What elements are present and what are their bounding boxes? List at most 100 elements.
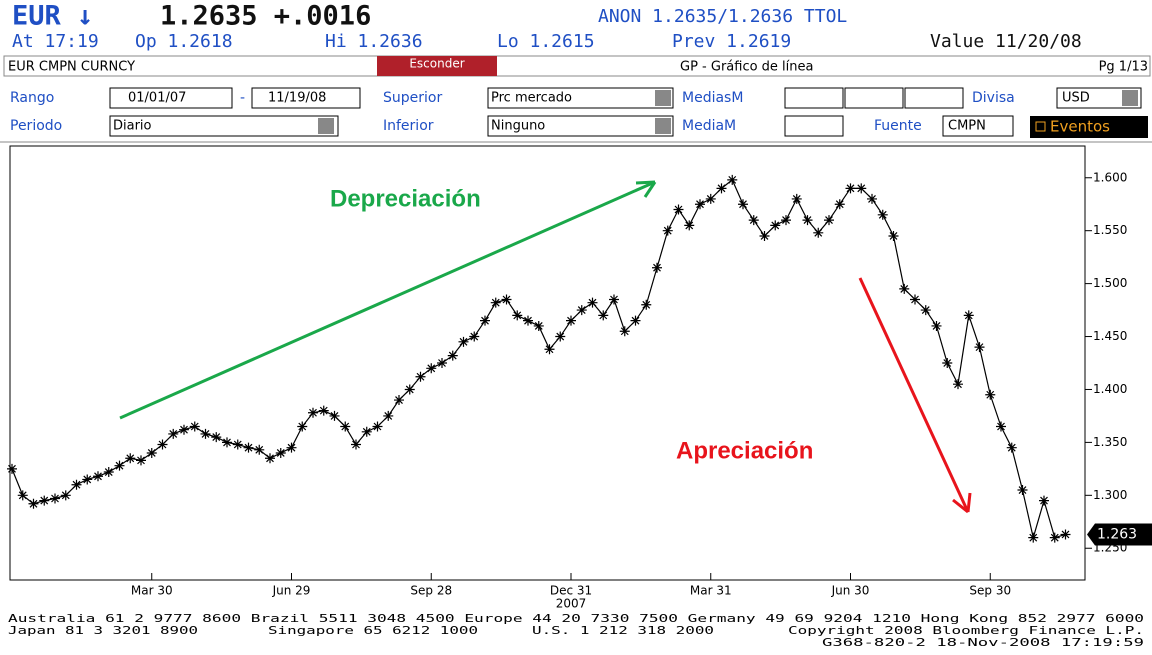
price-marker [275,447,286,458]
price-marker [340,421,351,432]
low: Lo 1.2615 [497,31,595,52]
lower-value[interactable]: Ninguno [491,119,545,134]
price-marker [609,294,619,305]
dropdown[interactable] [318,118,334,134]
prev: Prev 1.2619 [672,31,791,52]
range-sep: - [240,90,245,106]
period-value[interactable]: Diario [113,119,152,134]
range-start[interactable]: 01/01/07 [128,91,186,106]
price-marker [372,421,383,432]
price-marker [759,230,770,241]
value-date: Value 11/20/08 [930,31,1082,52]
lower-field[interactable] [487,115,674,137]
price-marker [867,193,877,204]
ma-label: MediaM [682,118,736,134]
price-marker [189,421,200,432]
range-end[interactable]: 11/19/08 [268,91,326,106]
price-marker [695,199,705,210]
x-tick-label: Sep 30 [969,584,1011,598]
price-marker [318,405,329,416]
price-marker [974,342,985,353]
dropdown[interactable] [1122,90,1138,106]
price-marker [404,384,415,395]
upper-label: Superior [383,90,442,106]
price-marker [641,299,652,310]
price-marker [415,371,426,382]
price-marker [834,199,845,210]
footer-japan: Japan 81 3 3201 8900 [8,624,198,637]
footer-line: Australia 61 2 9777 8600 Brazil 5511 304… [8,612,1144,625]
price-marker [308,407,318,418]
range-start-field[interactable] [109,87,233,109]
price-marker [576,305,587,316]
price-marker [469,331,480,342]
price-marker [490,297,501,308]
ma-field[interactable] [904,87,964,109]
upper-field[interactable] [487,87,674,109]
mas-label: MediasM [682,90,743,106]
annotation-arrowhead [635,180,657,198]
source-field[interactable] [942,115,1014,137]
period-field[interactable] [109,115,339,137]
hide-button[interactable] [377,56,497,76]
y-tick-label: 1.350 [1093,435,1127,449]
upper-value[interactable]: Prc mercado [491,91,572,106]
price-marker [351,439,361,450]
hide-button-label[interactable]: Esconder [409,57,464,71]
plot-frame [9,145,1086,581]
annotation: Depreciación [330,185,481,212]
price-marker [942,358,953,368]
events-button[interactable] [1030,116,1148,138]
x-year-label: 2007 [556,597,587,611]
x-tick-label: Mar 30 [131,584,173,598]
high: Hi 1.2636 [325,31,423,52]
price-marker [566,315,576,326]
toolbar [3,55,1151,77]
dropdown[interactable] [655,118,671,134]
price-marker [60,490,71,501]
price-marker [856,183,867,194]
last-price-label: 1.263 [1097,526,1137,542]
x-tick-label: Mar 31 [690,584,732,598]
ma-field[interactable] [784,115,844,137]
price-marker [791,193,802,204]
currency-value[interactable]: USD [1062,91,1090,106]
price-marker [920,305,931,316]
price-marker [781,215,791,226]
price-marker [437,358,447,368]
price-marker [7,463,17,474]
price-marker [50,493,60,504]
price-marker [619,326,630,337]
price-marker [426,363,437,374]
price-marker [523,315,533,326]
price-marker [394,395,404,406]
price-marker [662,225,673,236]
ma-field[interactable] [844,87,904,109]
lower-label: Inferior [383,118,434,134]
range-end-field[interactable] [251,87,361,109]
currency-field[interactable] [1056,87,1142,109]
price-marker [652,262,662,273]
price-marker [243,442,254,453]
price-marker [28,498,39,509]
price-marker [157,439,168,450]
price-marker [82,474,93,485]
price-marker [125,453,136,464]
price-marker [899,283,910,294]
price-marker [910,294,920,305]
events-label[interactable]: Eventos [1050,118,1110,136]
price-marker [179,424,189,435]
price-marker [1049,532,1060,543]
ma-field[interactable] [784,87,844,109]
footer-singapore: Singapore 65 6212 1000 [268,624,478,637]
dropdown[interactable] [655,90,671,106]
events-checkbox[interactable] [1035,121,1046,132]
price-marker [931,320,942,331]
price-marker [286,442,297,453]
quote: 1.2635 +.0016 [160,1,371,32]
price-marker [630,315,641,326]
footer-copyright: Copyright 2008 Bloomberg Finance L.P. [788,624,1144,637]
last-price-box [1087,523,1152,546]
annotation: Apreciación [676,437,813,464]
source-value[interactable]: CMPN [948,119,986,134]
